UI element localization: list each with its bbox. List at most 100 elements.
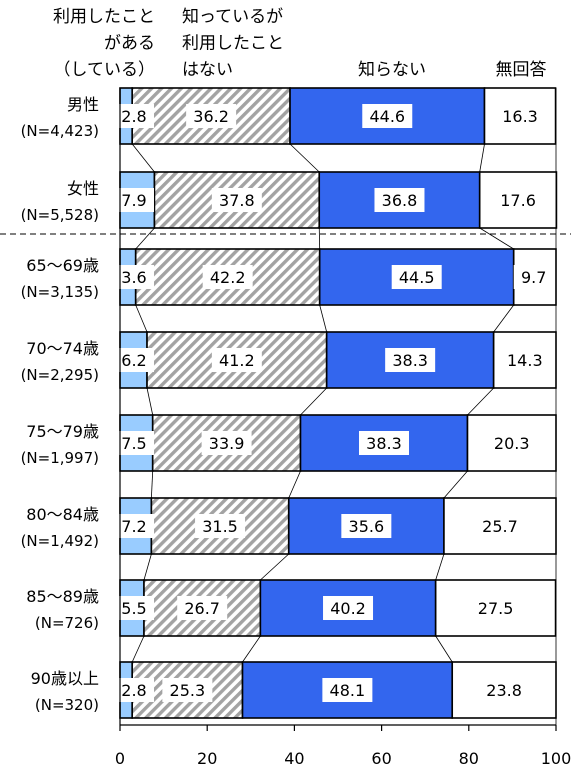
connector-3-2 — [467, 387, 494, 416]
connector-5-2 — [435, 553, 445, 581]
connector-1-0 — [135, 227, 155, 250]
value-label-bg-6-3 — [470, 596, 521, 620]
value-label-bg-2-1 — [202, 265, 253, 289]
connector-6-0 — [131, 635, 145, 663]
category-label-2: 65～69歳 — [26, 256, 99, 275]
legend-label-2-0: 知らない — [358, 60, 426, 80]
value-label-bg-0-1 — [186, 104, 237, 128]
value-label-3-0: 6.2 — [121, 351, 146, 370]
bars: 2.8 36.2 44.6 16.3 7.9 37.8 36.8 17.6 3.6 42.2 44.… — [114, 87, 558, 719]
value-label-bg-6-1 — [177, 596, 228, 620]
value-label-5-1: 31.5 — [202, 517, 238, 536]
value-label-bg-4-1 — [201, 431, 252, 455]
value-label-6-2: 40.2 — [330, 599, 366, 618]
value-label-bg-1-1 — [211, 188, 262, 212]
value-label-0-0: 2.8 — [121, 107, 146, 126]
category-label-1: 女性 — [67, 179, 99, 198]
value-label-bg-3-2 — [385, 348, 436, 372]
value-label-bg-0-3 — [495, 104, 546, 128]
value-label-2-2: 44.5 — [399, 268, 435, 287]
bar-segment-7-2 — [241, 661, 454, 719]
value-label-bg-0-0 — [114, 104, 154, 128]
value-label-bg-1-3 — [493, 188, 544, 212]
connector-1-2 — [479, 227, 514, 250]
connector-0-2 — [479, 143, 485, 173]
x-tick-label-3: 60 — [371, 749, 391, 768]
value-label-7-1: 25.3 — [170, 681, 206, 700]
legend-label-0-1: がある — [104, 34, 155, 54]
value-label-4-3: 20.3 — [494, 434, 530, 453]
value-label-bg-2-3 — [513, 265, 554, 289]
x-tick-label-2: 40 — [284, 749, 304, 768]
value-label-bg-7-2 — [322, 678, 373, 702]
value-label-1-3: 17.6 — [500, 191, 536, 210]
value-label-bg-4-2 — [358, 431, 409, 455]
value-label-2-3: 9.7 — [521, 268, 546, 287]
connector-4-1 — [288, 470, 301, 499]
connector-2-0 — [135, 304, 148, 333]
connector-6-1 — [242, 635, 261, 663]
category-count-6: (N=726) — [35, 614, 99, 632]
value-label-2-1: 42.2 — [210, 268, 246, 287]
value-label-bg-5-3 — [474, 514, 525, 538]
x-tick-label-1: 20 — [197, 749, 217, 768]
value-label-bg-3-0 — [114, 348, 154, 372]
bar-segment-0-2 — [289, 87, 486, 145]
value-label-bg-5-0 — [114, 514, 154, 538]
bar-segment-5-1 — [150, 497, 290, 555]
value-label-0-1: 36.2 — [193, 107, 229, 126]
value-label-3-2: 38.3 — [392, 351, 428, 370]
value-label-7-0: 2.8 — [121, 681, 146, 700]
value-label-5-3: 25.7 — [482, 517, 518, 536]
legend-label-1-1: 利用したこと — [182, 34, 284, 54]
value-label-5-2: 35.6 — [349, 517, 385, 536]
category-label-4: 75～79歳 — [26, 422, 99, 441]
value-label-0-3: 16.3 — [502, 107, 538, 126]
category-labels: 男性 (N=4,423) 女性 (N=5,528) 65～69歳 (N=3,135) 70～… — [21, 95, 99, 714]
connector-4-2 — [443, 470, 468, 499]
value-label-5-0: 7.2 — [121, 517, 146, 536]
value-label-bg-0-2 — [362, 104, 413, 128]
category-count-1: (N=5,528) — [21, 206, 99, 224]
value-label-1-0: 7.9 — [121, 191, 146, 210]
category-label-7: 90歳以上 — [31, 669, 99, 688]
category-label-6: 85～89歳 — [26, 587, 99, 606]
category-label-0: 男性 — [67, 95, 99, 114]
connector-0-1 — [289, 143, 320, 173]
x-tick-label-0: 0 — [115, 749, 125, 768]
legend-label-3-0: 無回答 — [496, 60, 547, 80]
x-tick-label-5: 100 — [541, 749, 571, 768]
category-count-4: (N=1,997) — [21, 449, 99, 467]
category-count-5: (N=1,492) — [21, 532, 99, 550]
value-label-6-1: 26.7 — [184, 599, 220, 618]
value-label-4-2: 38.3 — [366, 434, 402, 453]
value-label-2-0: 3.6 — [121, 268, 146, 287]
value-label-3-3: 14.3 — [507, 351, 543, 370]
value-label-3-1: 41.2 — [219, 351, 255, 370]
value-label-bg-7-3 — [479, 678, 530, 702]
value-label-bg-7-1 — [162, 678, 213, 702]
x-axis: 0 20 40 60 80 100 — [115, 88, 571, 768]
value-label-bg-3-1 — [211, 348, 262, 372]
legend-label-0-0: 利用したこと — [53, 7, 155, 27]
category-count-7: (N=320) — [35, 696, 99, 714]
connector-2-2 — [493, 304, 515, 333]
value-label-1-2: 36.8 — [382, 191, 418, 210]
category-label-3: 70～74歳 — [26, 339, 99, 358]
connector-6-2 — [435, 635, 453, 663]
category-label-5: 80～84歳 — [26, 505, 99, 524]
value-label-bg-6-2 — [323, 596, 374, 620]
connector-3-1 — [300, 387, 327, 416]
connector-lines — [131, 143, 515, 663]
x-tick-label-4: 80 — [459, 749, 479, 768]
value-label-4-1: 33.9 — [209, 434, 245, 453]
value-label-bg-3-3 — [499, 348, 550, 372]
value-label-bg-7-0 — [114, 678, 154, 702]
value-label-6-3: 27.5 — [478, 599, 514, 618]
value-label-bg-6-0 — [114, 596, 154, 620]
value-label-bg-5-1 — [195, 514, 246, 538]
category-count-0: (N=4,423) — [21, 122, 99, 140]
value-label-bg-2-2 — [391, 265, 442, 289]
